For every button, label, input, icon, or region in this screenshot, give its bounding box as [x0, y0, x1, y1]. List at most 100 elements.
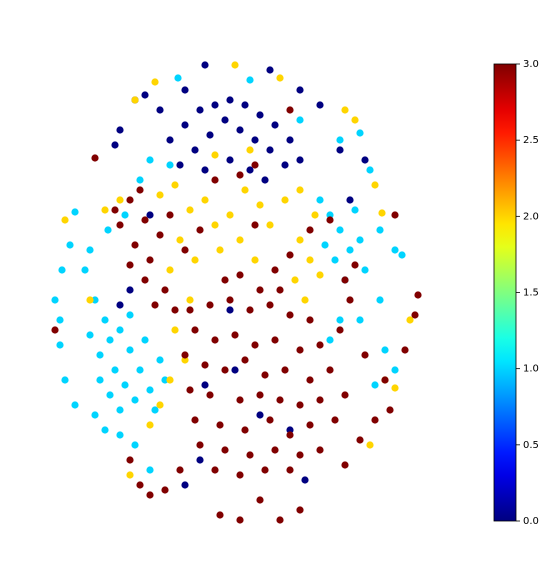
- point: [86, 246, 94, 254]
- point: [91, 154, 99, 162]
- point: [266, 416, 274, 424]
- point: [58, 266, 66, 274]
- point: [176, 466, 184, 474]
- point: [86, 296, 94, 304]
- point: [211, 221, 219, 229]
- point: [286, 136, 294, 144]
- point: [201, 61, 209, 69]
- point: [236, 396, 244, 404]
- point: [336, 136, 344, 144]
- point: [286, 311, 294, 319]
- point: [116, 431, 124, 439]
- point: [271, 336, 279, 344]
- colorbar-tick-label: 1.0: [523, 364, 539, 375]
- point: [306, 316, 314, 324]
- point: [331, 256, 339, 264]
- point: [201, 166, 209, 174]
- point: [251, 221, 259, 229]
- point: [226, 96, 234, 104]
- point: [236, 271, 244, 279]
- point: [71, 401, 79, 409]
- point: [81, 266, 89, 274]
- point: [256, 496, 264, 504]
- point: [181, 86, 189, 94]
- point: [126, 456, 134, 464]
- point: [96, 376, 104, 384]
- point: [316, 101, 324, 109]
- point: [146, 211, 154, 219]
- point: [241, 356, 249, 364]
- point: [226, 296, 234, 304]
- point: [296, 156, 304, 164]
- point: [311, 211, 319, 219]
- point: [196, 441, 204, 449]
- point: [246, 146, 254, 154]
- point: [246, 451, 254, 459]
- point: [346, 246, 354, 254]
- point: [236, 516, 244, 524]
- point: [246, 166, 254, 174]
- point: [316, 396, 324, 404]
- point: [411, 311, 419, 319]
- point: [266, 221, 274, 229]
- point: [116, 126, 124, 134]
- point: [211, 466, 219, 474]
- point: [171, 181, 179, 189]
- colorbar-tick-label: 0.5: [523, 440, 539, 451]
- point: [251, 136, 259, 144]
- point: [196, 226, 204, 234]
- point: [156, 356, 164, 364]
- point: [296, 86, 304, 94]
- point: [216, 511, 224, 519]
- point: [346, 296, 354, 304]
- point: [206, 301, 214, 309]
- point: [211, 101, 219, 109]
- point: [291, 276, 299, 284]
- point: [111, 366, 119, 374]
- point: [156, 106, 164, 114]
- point: [336, 226, 344, 234]
- point: [296, 401, 304, 409]
- point: [196, 106, 204, 114]
- point: [271, 266, 279, 274]
- point: [211, 336, 219, 344]
- point: [306, 376, 314, 384]
- point: [326, 216, 334, 224]
- point: [51, 326, 59, 334]
- point: [136, 481, 144, 489]
- point: [126, 286, 134, 294]
- point: [296, 346, 304, 354]
- point: [376, 226, 384, 234]
- point: [356, 236, 364, 244]
- point: [391, 211, 399, 219]
- point: [366, 166, 374, 174]
- point: [351, 206, 359, 214]
- point: [381, 346, 389, 354]
- point: [191, 146, 199, 154]
- point: [174, 74, 182, 82]
- point: [161, 376, 169, 384]
- point: [286, 106, 294, 114]
- point: [116, 326, 124, 334]
- colorbar-axis: 0.0 0.5 1.0 1.5 2.0 2.5 3.0: [516, 59, 539, 527]
- point: [146, 256, 154, 264]
- point: [381, 376, 389, 384]
- point: [171, 326, 179, 334]
- point: [326, 366, 334, 374]
- point: [121, 211, 129, 219]
- point: [246, 306, 254, 314]
- point: [181, 121, 189, 129]
- point: [56, 316, 64, 324]
- point: [256, 391, 264, 399]
- point: [371, 416, 379, 424]
- point: [161, 286, 169, 294]
- point: [126, 196, 134, 204]
- point: [251, 341, 259, 349]
- point: [101, 316, 109, 324]
- point: [326, 211, 334, 219]
- point: [251, 161, 259, 169]
- point: [281, 196, 289, 204]
- point: [271, 446, 279, 454]
- point: [301, 476, 309, 484]
- point: [131, 441, 139, 449]
